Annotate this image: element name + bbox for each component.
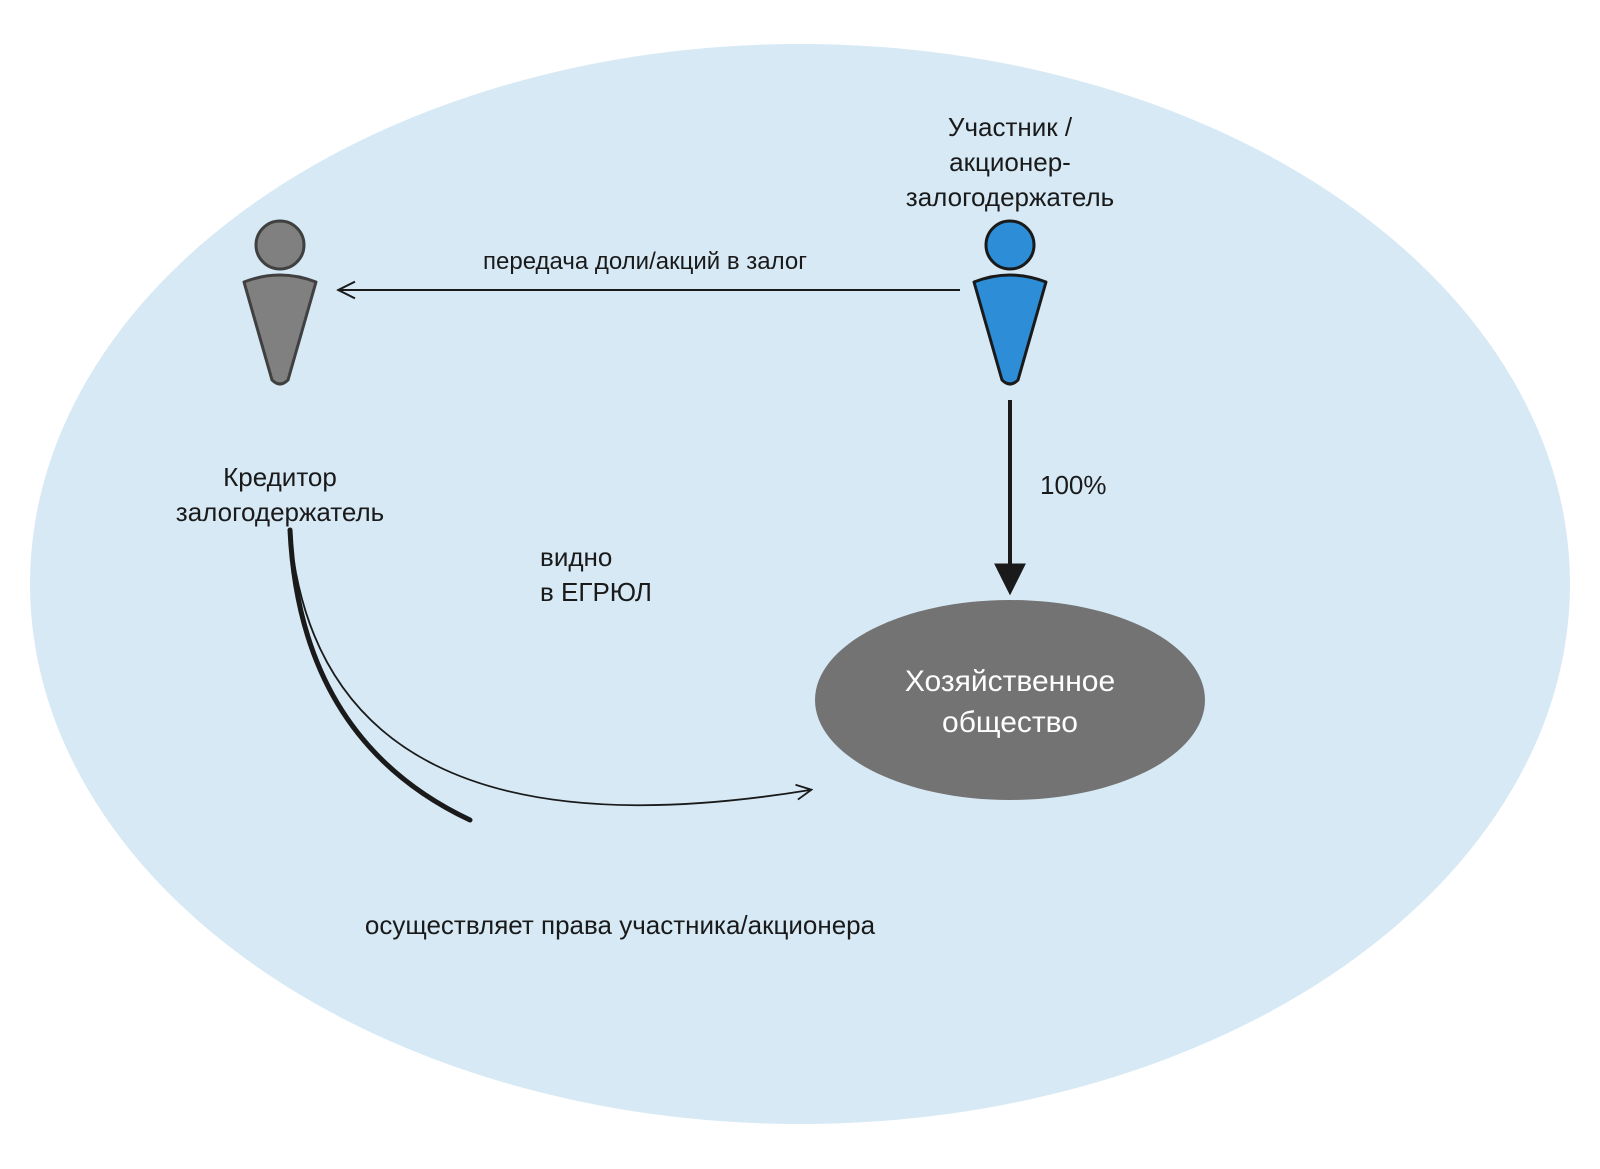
company-label: Хозяйственное общество <box>830 662 1190 743</box>
edge-rights-center-label: видно в ЕГРЮЛ <box>540 540 710 610</box>
edge-ownership-label: 100% <box>1040 468 1140 503</box>
diagram-canvas <box>0 0 1600 1169</box>
creditor-label: Кредитор залогодержатель <box>160 460 400 530</box>
shareholder-label: Участник / акционер- залогодержатель <box>880 110 1140 215</box>
background-ellipse <box>30 44 1570 1124</box>
edge-transfer-label: передача доли/акций в залог <box>400 246 890 278</box>
edge-rights-bottom-label: осуществляет права участника/акционера <box>340 908 900 943</box>
